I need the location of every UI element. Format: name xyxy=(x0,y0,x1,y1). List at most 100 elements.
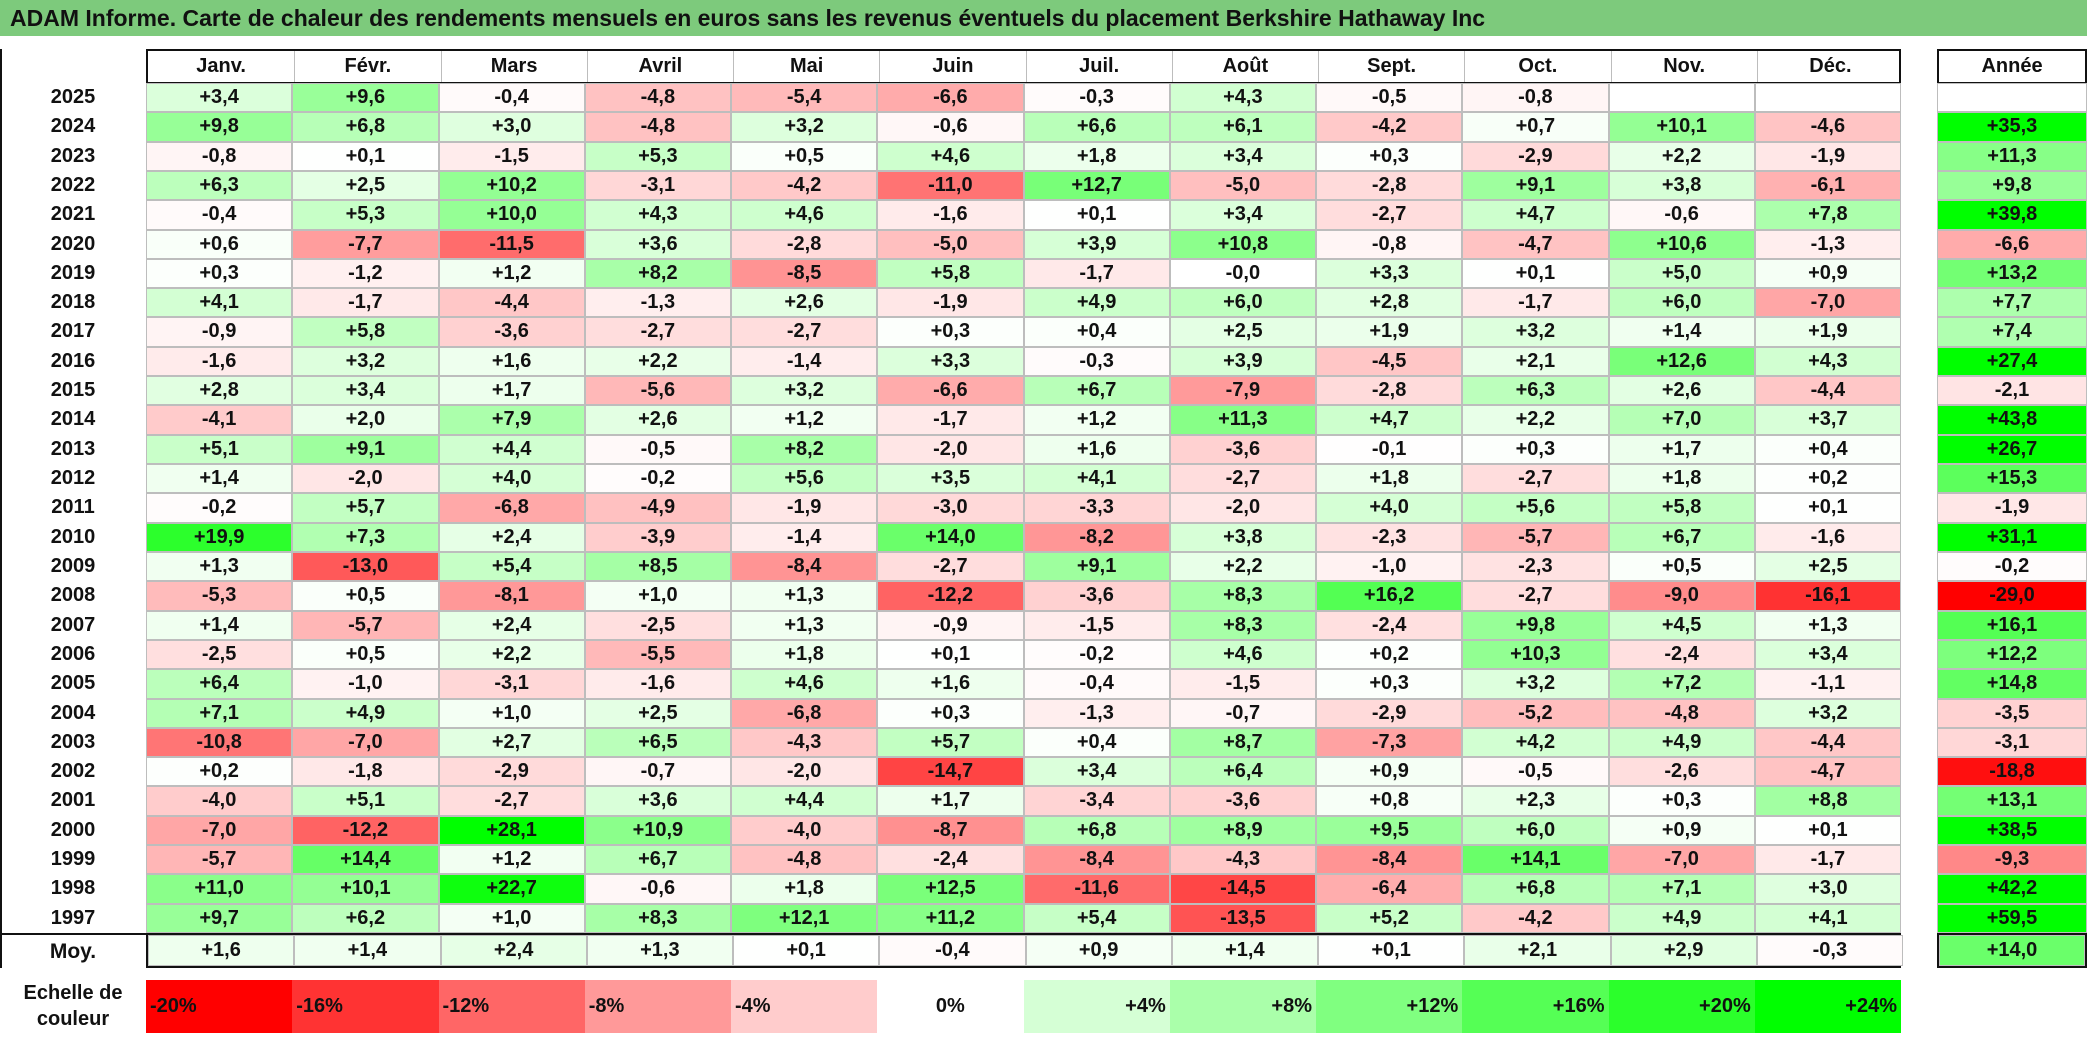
heatmap-cell: -0,5 xyxy=(1316,83,1463,113)
year-label: 2020 xyxy=(50,232,96,255)
heatmap-cell: +11,2 xyxy=(877,903,1024,933)
heatmap-cell: +3,4 xyxy=(1023,757,1170,787)
heatmap-cell: +6,1 xyxy=(1169,112,1316,142)
heatmap-cell: +10,1 xyxy=(292,874,439,904)
heatmap-cell: -1,8 xyxy=(292,757,439,787)
heatmap-cell: +3,2 xyxy=(731,376,878,406)
heatmap-cell: +3,0 xyxy=(438,112,585,142)
year-label: 1997 xyxy=(50,906,96,929)
heatmap-cell: +11,0 xyxy=(146,874,293,904)
month-header-label: Avril xyxy=(586,51,733,82)
year-label: 2022 xyxy=(50,173,96,196)
heatmap-cell: -5,6 xyxy=(584,376,731,406)
heatmap-cell: +3,6 xyxy=(584,786,731,816)
heatmap-cell: +1,0 xyxy=(584,581,731,611)
heatmap-cell: +6,7 xyxy=(1608,522,1755,552)
heatmap-cell: -5,0 xyxy=(877,229,1024,259)
heatmap-cell: +5,1 xyxy=(146,434,293,465)
heatmap-cell: +0,5 xyxy=(292,581,439,611)
heatmap-cell: +4,9 xyxy=(1608,903,1755,933)
annual-cell: +42,2 xyxy=(1937,874,2087,904)
heatmap-cell: -3,6 xyxy=(1023,581,1170,611)
heatmap-cell: -6,4 xyxy=(1316,874,1463,904)
heatmap-cell: -7,0 xyxy=(1608,845,1755,875)
heatmap-cell: -1,7 xyxy=(1023,258,1170,289)
year-label: 2004 xyxy=(50,701,96,724)
heatmap-cell: +0,2 xyxy=(1754,464,1901,494)
heatmap-cell: +1,7 xyxy=(438,376,585,406)
heatmap-cell: -1,9 xyxy=(731,493,878,523)
heatmap-cell: -4,7 xyxy=(1754,757,1901,787)
heatmap-cell: +10,6 xyxy=(1608,229,1755,259)
heatmap-cell: +5,4 xyxy=(1023,903,1170,933)
heatmap-cell: +2,2 xyxy=(1608,141,1755,171)
heatmap-cell xyxy=(1608,83,1755,113)
annual-cell: +13,1 xyxy=(1937,786,2087,816)
scale-swatch: +4% xyxy=(1023,980,1170,1033)
heatmap-cell: +5,8 xyxy=(877,258,1024,289)
heatmap-cell: -0,3 xyxy=(1023,346,1170,377)
heatmap-cell: -1,6 xyxy=(584,669,731,699)
month-header-label: Mars xyxy=(440,51,587,82)
heatmap-cell: +5,6 xyxy=(1462,493,1609,523)
month-header-label: Mai xyxy=(733,51,879,82)
heatmap-cell: -0,7 xyxy=(1169,698,1316,728)
heatmap-cell: -6,6 xyxy=(877,376,1024,406)
year-label: 2016 xyxy=(50,349,96,372)
heatmap-cell: -0,3 xyxy=(1023,83,1170,113)
scale-swatch: 0% xyxy=(877,980,1024,1033)
heatmap-cell: -2,3 xyxy=(1316,522,1463,552)
annual-cell: +27,4 xyxy=(1937,346,2087,377)
monthly-heatmap-grid: +3,4 +9,6 -0,4 -4,8 -5,4 -6,6 -0,3 +4,3 -0,5 -0,8… xyxy=(146,83,1901,933)
year-label: 2019 xyxy=(50,261,96,284)
heatmap-cell: +3,9 xyxy=(1169,346,1316,377)
heatmap-cell: -5,7 xyxy=(1462,522,1609,552)
heatmap-cell: +2,4 xyxy=(438,610,585,640)
average-cell: +1,3 xyxy=(586,935,733,966)
heatmap-cell: +4,4 xyxy=(438,434,585,465)
scale-swatch: -8% xyxy=(584,980,731,1033)
heatmap-cell: +3,2 xyxy=(1462,317,1609,347)
year-label: 2009 xyxy=(50,554,96,577)
heatmap-cell: +2,5 xyxy=(292,170,439,201)
heatmap-cell: +4,6 xyxy=(877,141,1024,171)
heatmap-cell: -3,1 xyxy=(438,669,585,699)
heatmap-cell: +6,4 xyxy=(1169,757,1316,787)
heatmap-cell: +8,3 xyxy=(584,903,731,933)
heatmap-cell: +4,2 xyxy=(1462,727,1609,758)
heatmap-cell: +4,7 xyxy=(1316,405,1463,435)
heatmap-cell: -1,6 xyxy=(1754,522,1901,552)
heatmap-cell: -4,4 xyxy=(1754,376,1901,406)
heatmap-cell: +1,2 xyxy=(438,845,585,875)
heatmap-cell: +5,1 xyxy=(292,786,439,816)
annual-cell: +59,5 xyxy=(1937,903,2087,933)
heatmap-cell: +4,0 xyxy=(438,464,585,494)
heatmap-cell: +2,6 xyxy=(1608,376,1755,406)
heatmap-cell: -1,9 xyxy=(1754,141,1901,171)
year-label: 2007 xyxy=(50,613,96,636)
heatmap-cell: +10,2 xyxy=(438,170,585,201)
heatmap-cell: +10,1 xyxy=(1608,112,1755,142)
heatmap-cell: +0,3 xyxy=(1316,141,1463,171)
average-cell: +0,1 xyxy=(733,935,880,966)
heatmap-cell: -1,7 xyxy=(1754,845,1901,875)
heatmap-cell: -13,5 xyxy=(1169,903,1316,933)
heatmap-cell: -4,2 xyxy=(1462,903,1609,933)
heatmap-cell: +3,0 xyxy=(1754,874,1901,904)
heatmap-cell: -7,3 xyxy=(1316,727,1463,758)
heatmap-cell: +2,4 xyxy=(438,522,585,552)
year-label: 1998 xyxy=(50,877,96,900)
annual-cell: -3,1 xyxy=(1937,727,2087,758)
heatmap-cell: +7,9 xyxy=(438,405,585,435)
annual-cell: -29,0 xyxy=(1937,581,2087,611)
heatmap-cell: +4,1 xyxy=(1754,903,1901,933)
heatmap-cell: -4,1 xyxy=(146,405,293,435)
heatmap-cell: -1,6 xyxy=(877,200,1024,230)
heatmap-cell: +0,6 xyxy=(146,229,293,259)
heatmap-cell: -0,0 xyxy=(1169,258,1316,289)
heatmap-cell: -3,3 xyxy=(1023,493,1170,523)
heatmap-cell: +1,9 xyxy=(1754,317,1901,347)
heatmap-cell: +6,0 xyxy=(1608,288,1755,318)
heatmap-cell: -0,6 xyxy=(1608,200,1755,230)
year-label: 2025 xyxy=(50,86,96,108)
